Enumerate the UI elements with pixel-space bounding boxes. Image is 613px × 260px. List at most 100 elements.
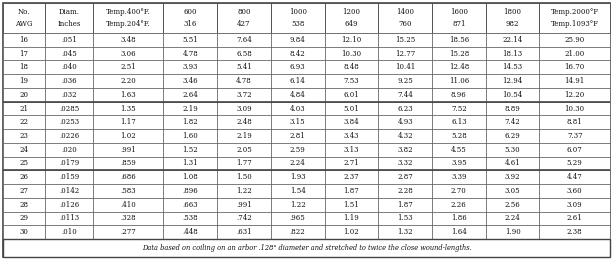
Bar xyxy=(324,225,378,239)
Text: 12.48: 12.48 xyxy=(449,63,469,71)
Bar xyxy=(378,88,432,102)
Text: 2.70: 2.70 xyxy=(451,187,466,195)
Bar xyxy=(93,184,164,198)
Bar xyxy=(93,102,164,115)
Bar xyxy=(324,33,378,47)
Text: 4.03: 4.03 xyxy=(290,105,305,113)
Text: 2.24: 2.24 xyxy=(290,159,305,167)
Text: .0126: .0126 xyxy=(59,201,79,209)
Bar xyxy=(432,88,485,102)
Text: 649: 649 xyxy=(345,20,358,28)
Text: 1000: 1000 xyxy=(289,8,306,16)
Text: .020: .020 xyxy=(61,146,77,154)
Text: 7.37: 7.37 xyxy=(567,132,582,140)
Bar xyxy=(539,3,610,33)
Bar xyxy=(432,129,485,143)
Text: 2.61: 2.61 xyxy=(567,214,582,222)
Bar xyxy=(45,225,93,239)
Text: .583: .583 xyxy=(120,187,136,195)
Text: 982: 982 xyxy=(506,20,519,28)
Text: .448: .448 xyxy=(182,228,198,236)
Text: 10.30: 10.30 xyxy=(565,105,585,113)
Bar xyxy=(3,88,45,102)
Bar xyxy=(3,3,45,33)
Bar xyxy=(271,184,324,198)
Bar xyxy=(432,74,485,88)
Bar xyxy=(485,88,539,102)
Bar xyxy=(378,157,432,170)
Text: No.: No. xyxy=(18,8,31,16)
Bar xyxy=(378,198,432,212)
Text: 7.42: 7.42 xyxy=(504,118,520,126)
Text: 1.22: 1.22 xyxy=(236,187,252,195)
Bar xyxy=(324,157,378,170)
Text: 26: 26 xyxy=(20,173,29,181)
Text: .686: .686 xyxy=(120,173,136,181)
Bar xyxy=(93,61,164,74)
Text: 19: 19 xyxy=(20,77,29,85)
Text: 3.43: 3.43 xyxy=(344,132,359,140)
Text: 15.25: 15.25 xyxy=(395,36,415,44)
Bar xyxy=(93,3,164,33)
Text: .0226: .0226 xyxy=(59,132,79,140)
Bar xyxy=(3,61,45,74)
Text: 8.48: 8.48 xyxy=(343,63,359,71)
Bar xyxy=(217,157,271,170)
Bar xyxy=(217,212,271,225)
Text: .036: .036 xyxy=(61,77,77,85)
Bar xyxy=(539,33,610,47)
Bar xyxy=(217,74,271,88)
Text: 4.32: 4.32 xyxy=(397,132,413,140)
Text: .0159: .0159 xyxy=(59,173,79,181)
Text: .0142: .0142 xyxy=(59,187,79,195)
Bar xyxy=(432,184,485,198)
Bar xyxy=(271,61,324,74)
Text: .859: .859 xyxy=(120,159,136,167)
Text: 17: 17 xyxy=(20,50,29,58)
Text: 3.93: 3.93 xyxy=(183,63,198,71)
Text: 4.84: 4.84 xyxy=(290,91,305,99)
Text: 30: 30 xyxy=(20,228,29,236)
Bar xyxy=(45,47,93,61)
Bar xyxy=(3,212,45,225)
Text: 2.59: 2.59 xyxy=(290,146,305,154)
Text: 7.44: 7.44 xyxy=(397,91,413,99)
Bar xyxy=(324,184,378,198)
Text: 2.87: 2.87 xyxy=(397,173,413,181)
Bar xyxy=(3,47,45,61)
Text: 23: 23 xyxy=(20,132,29,140)
Text: 20: 20 xyxy=(20,91,29,99)
Bar xyxy=(485,129,539,143)
Text: 3.06: 3.06 xyxy=(120,50,136,58)
Text: 2.19: 2.19 xyxy=(236,132,252,140)
Bar xyxy=(164,115,217,129)
Bar xyxy=(378,74,432,88)
Text: 25.90: 25.90 xyxy=(565,36,585,44)
Text: 7.53: 7.53 xyxy=(343,77,359,85)
Bar xyxy=(3,143,45,157)
Bar xyxy=(164,47,217,61)
Text: AWG: AWG xyxy=(15,20,33,28)
Text: .991: .991 xyxy=(120,146,136,154)
Bar xyxy=(93,33,164,47)
Bar xyxy=(93,129,164,143)
Bar xyxy=(271,157,324,170)
Bar xyxy=(164,184,217,198)
Text: 1.60: 1.60 xyxy=(182,132,198,140)
Text: .631: .631 xyxy=(236,228,252,236)
Text: 1.31: 1.31 xyxy=(183,159,198,167)
Text: 3.46: 3.46 xyxy=(183,77,198,85)
Text: 6.07: 6.07 xyxy=(567,146,582,154)
Text: 27: 27 xyxy=(20,187,29,195)
Text: 6.13: 6.13 xyxy=(451,118,466,126)
Bar xyxy=(378,212,432,225)
Bar xyxy=(3,129,45,143)
Text: 5.51: 5.51 xyxy=(182,36,198,44)
Bar xyxy=(539,74,610,88)
Bar xyxy=(45,88,93,102)
Bar xyxy=(271,33,324,47)
Text: 6.58: 6.58 xyxy=(236,50,252,58)
Bar xyxy=(539,198,610,212)
Text: .0179: .0179 xyxy=(59,159,79,167)
Text: 1800: 1800 xyxy=(503,8,522,16)
